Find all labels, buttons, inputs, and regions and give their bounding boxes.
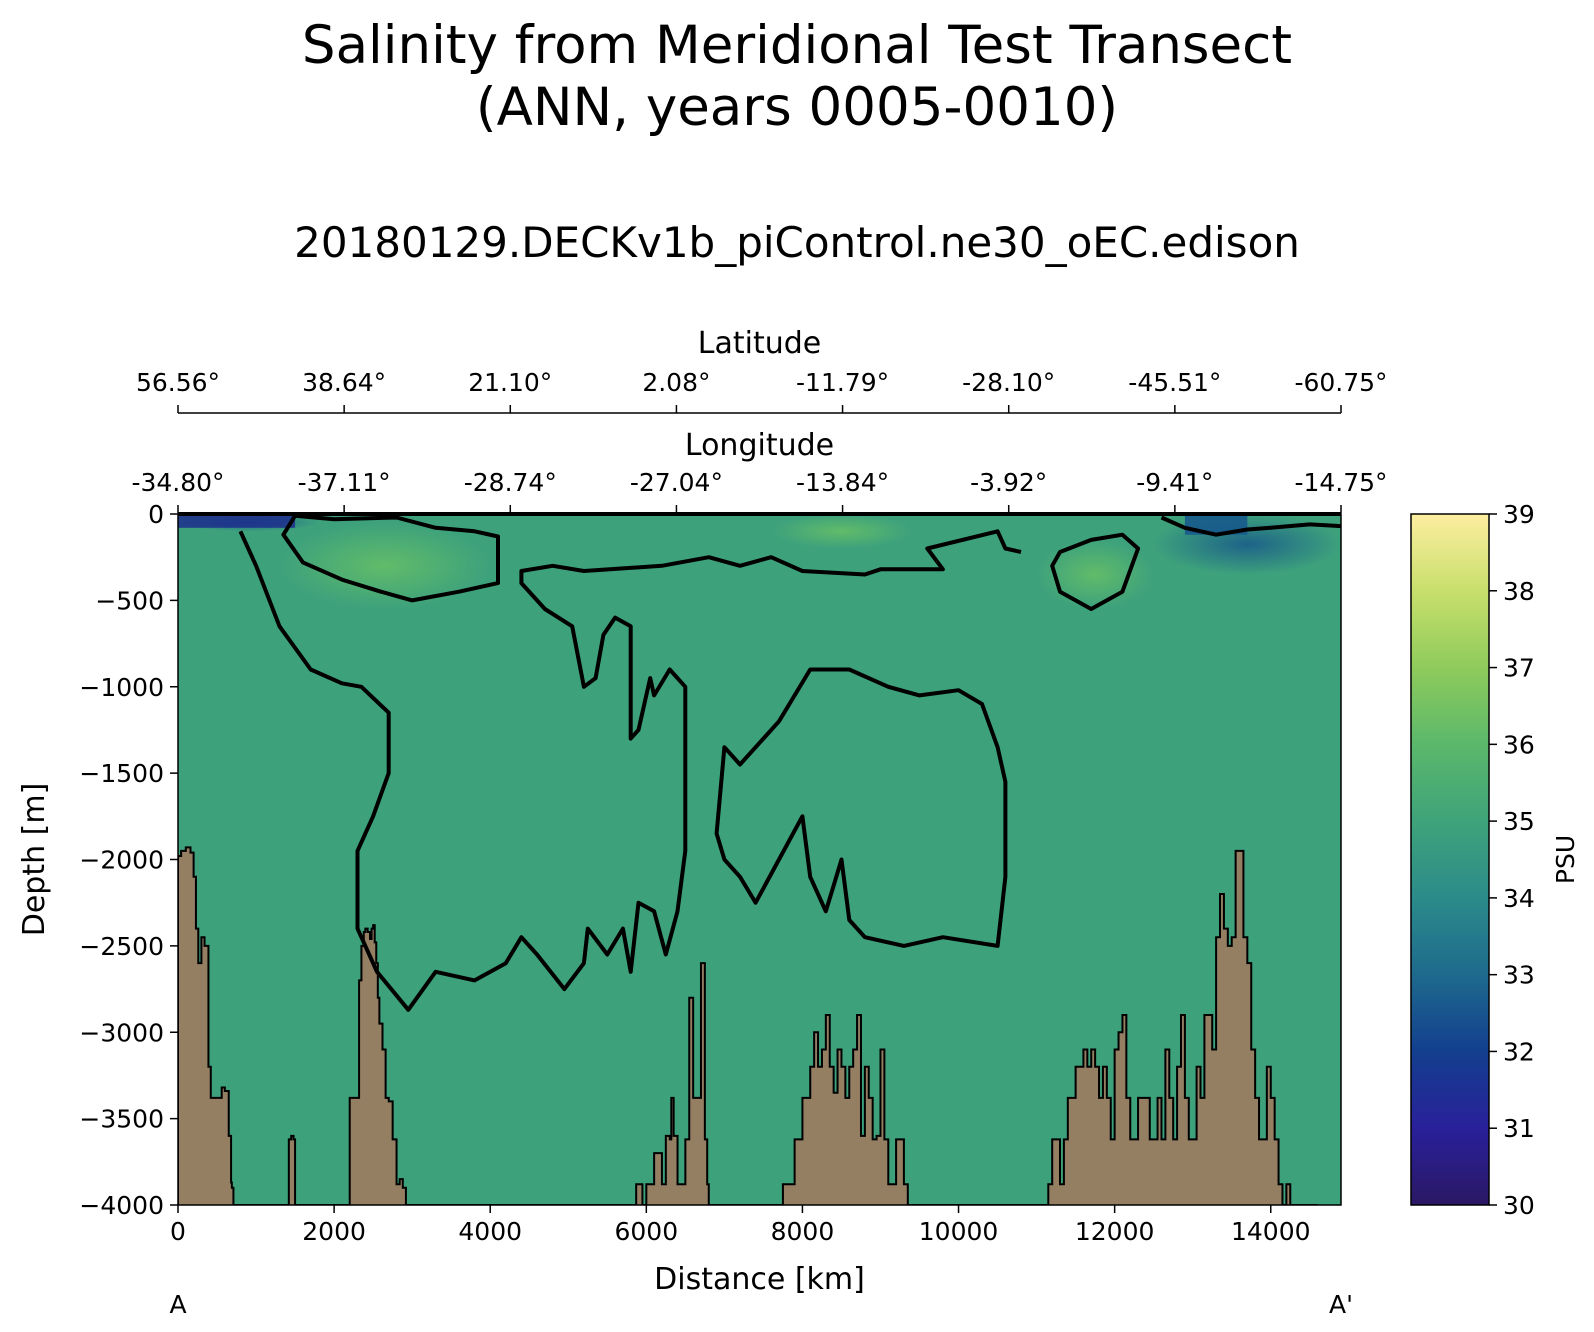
y-tick-label: −1000 [79,673,164,702]
contour-line-3 [1050,532,1141,611]
longitude-tick-label: -37.11° [298,468,391,497]
latitude-tick-label: 38.64° [302,368,386,397]
y-tick-label: 0 [148,500,164,529]
x-tick-label: 6000 [615,1217,679,1246]
contour-line-1 [281,514,500,603]
longitude-tick-label: -13.84° [796,468,889,497]
latitude-tick-label: -28.10° [962,368,1055,397]
y-tick-label: −1500 [79,759,164,788]
x-axis-label: Distance [km] [654,1262,865,1297]
y-tick-label: −2000 [79,846,164,875]
y-tick-label: −2500 [79,932,164,961]
colorbar-tick-label: 35 [1503,807,1535,836]
latitude-tick-label: 56.56° [136,368,220,397]
x-tick-label: 2000 [302,1217,366,1246]
longitude-tick-label: -28.74° [464,468,557,497]
latitude-axis-label: Latitude [698,326,821,361]
y-tick-label: −3500 [79,1105,164,1134]
contour-line-4 [1160,515,1341,537]
x-tick-label: 8000 [771,1217,835,1246]
salinity-feature-2 [771,514,912,549]
y-tick-label: −3000 [79,1018,164,1047]
contour-line-0 [238,529,1022,1012]
colorbar-tick-label: 38 [1503,577,1535,606]
x-tick-label: 14000 [1231,1217,1311,1246]
x-tick-label: 12000 [1075,1217,1155,1246]
colorbar-tick-label: 39 [1503,500,1535,529]
colorbar-label: PSU [1551,835,1580,884]
x-tick-label: 0 [170,1217,186,1246]
colorbar-tick-label: 37 [1503,654,1535,683]
x-tick-label: 10000 [919,1217,999,1246]
contour-line-2 [714,667,1008,948]
latitude-tick-label: -45.51° [1128,368,1221,397]
latitude-tick-label: -11.79° [796,368,889,397]
longitude-tick-label: -3.92° [970,468,1047,497]
colorbar-tick-label: 30 [1503,1191,1535,1220]
latitude-tick-label: 21.10° [468,368,552,397]
endpoint-start-label: A [169,1290,186,1319]
latitude-tick-label: 2.08° [642,368,710,397]
x-tick-label: 4000 [458,1217,522,1246]
longitude-tick-label: -27.04° [630,468,723,497]
y-axis-label: Depth [m] [17,783,52,937]
latitude-tick-label: -60.75° [1294,368,1387,397]
colorbar-tick-label: 36 [1503,730,1535,759]
colorbar-tick-label: 31 [1503,1114,1535,1143]
salinity-features [178,514,1341,610]
colorbar-tick-label: 33 [1503,961,1535,990]
longitude-tick-label: -34.80° [131,468,224,497]
longitude-tick-label: -9.41° [1136,468,1213,497]
fresh-surface-band [178,514,296,528]
longitude-axis-label: Longitude [685,428,834,463]
chart-title-line-1: Salinity from Meridional Test Transect [301,15,1293,76]
chart-subtitle: 20180129.DECKv1b_piControl.ne30_oEC.edis… [294,218,1300,267]
colorbar-tick-label: 32 [1503,1037,1535,1066]
colorbar-gradient [1410,513,1490,1206]
salinity-feature-1 [279,522,491,610]
colorbar-tick-label: 34 [1503,884,1535,913]
chart-title-line-2: (ANN, years 0005-0010) [475,77,1119,138]
longitude-tick-label: -14.75° [1294,468,1387,497]
axes: 0 2000 4000 6000 8000 10000 12000 14000 Distance… [17,326,1388,1319]
salinity-contours [238,514,1341,1012]
y-tick-label: −500 [95,586,164,615]
y-tick-label: −4000 [79,1191,164,1220]
contour-group [238,514,1341,1012]
colorbar: 30 31 32 33 34 35 36 37 38 39 PSU [1410,500,1580,1220]
endpoint-end-label: A' [1329,1290,1353,1319]
